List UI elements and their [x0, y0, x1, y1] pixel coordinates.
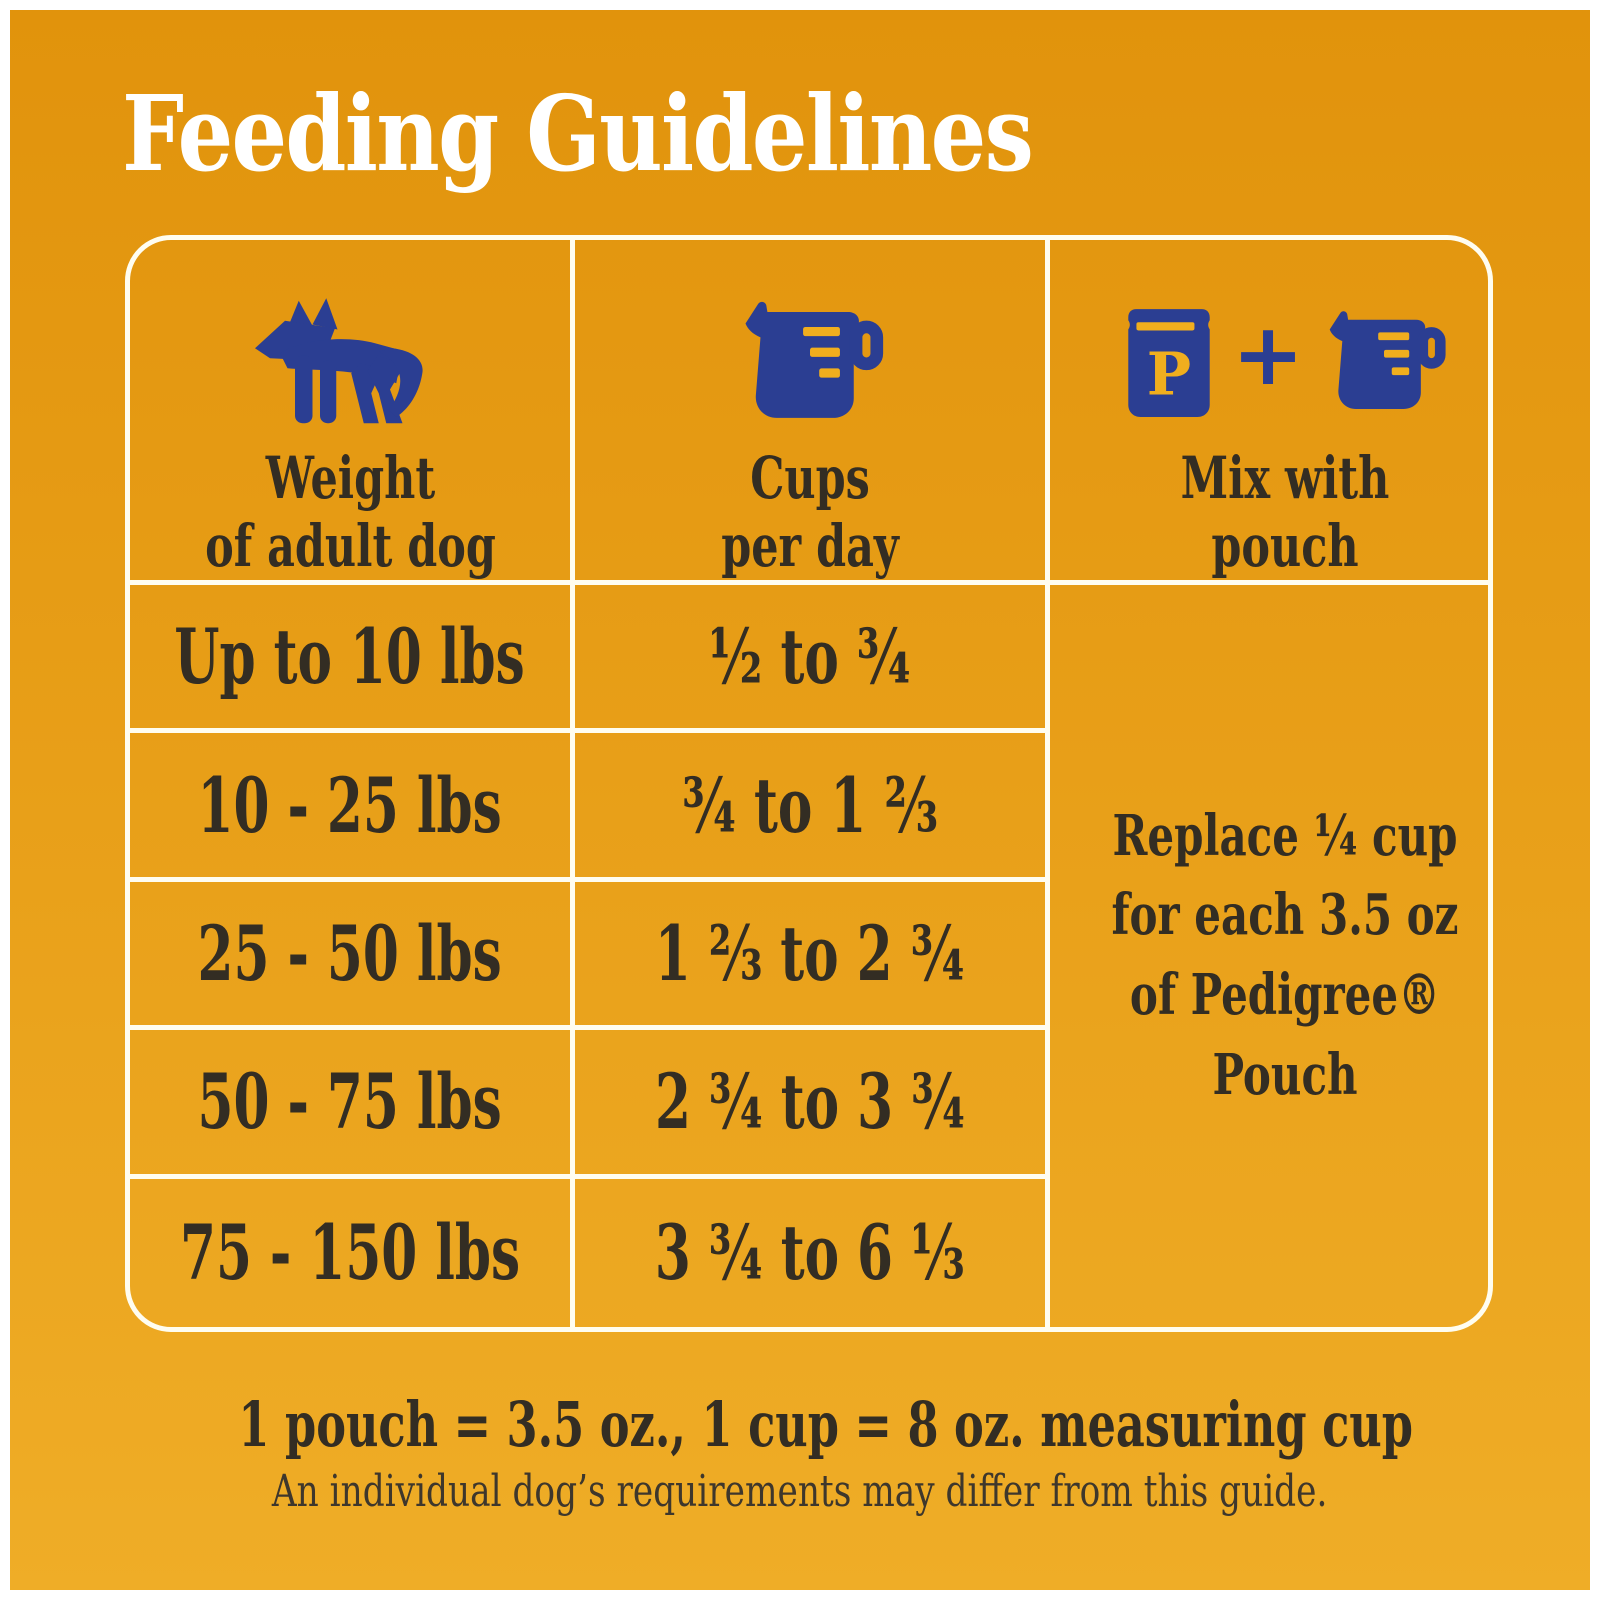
- pouch-icon: P: [1128, 308, 1210, 417]
- pouch-letter: P: [1147, 339, 1191, 408]
- plus-icon: +: [1231, 304, 1305, 405]
- page-title: Feeding Guidelines: [122, 72, 1034, 195]
- weight-cell: 25 - 50 lbs: [130, 881, 575, 1031]
- feeding-guidelines-panel: Feeding Guidelines: [10, 10, 1590, 1590]
- mix-icon-box: P +: [1122, 278, 1448, 445]
- weight-column-label: Weight of adult dog: [204, 444, 496, 580]
- measuring-cup-icon: [745, 302, 884, 419]
- weight-cell: Up to 10 lbs: [130, 585, 575, 734]
- cups-column-label: Cups per day: [721, 444, 899, 580]
- cups-icon-box: [734, 278, 886, 445]
- dog-icon: [255, 297, 423, 423]
- weight-cell: 75 - 150 lbs: [130, 1178, 575, 1327]
- header-cups-column: Cups per day: [575, 240, 1050, 585]
- mix-note-text: Replace ¼ cup for each 3.5 oz of Pedigre…: [1111, 802, 1459, 1108]
- weight-icon-box: [250, 278, 450, 445]
- pouch-cup-equivalence: 1 pouch = 3.5 oz., 1 cup = 8 oz. measuri…: [238, 1388, 1413, 1461]
- mix-column-label: Mix with pouch: [1180, 444, 1390, 580]
- feeding-table: Weight of adult dog Cups per day: [125, 235, 1493, 1332]
- cups-cell: ¾ to 1 ⅔: [575, 733, 1050, 882]
- mix-note-cell: Replace ¼ cup for each 3.5 oz of Pedigre…: [1050, 585, 1488, 1327]
- weight-cell: 10 - 25 lbs: [130, 733, 575, 882]
- header-weight-column: Weight of adult dog: [130, 240, 575, 585]
- cups-cell: 2 ¾ to 3 ¾: [575, 1030, 1050, 1179]
- cups-cell: ½ to ¾: [575, 585, 1050, 734]
- weight-cell: 50 - 75 lbs: [130, 1030, 575, 1179]
- cups-cell: 3 ¾ to 6 ⅓: [575, 1178, 1050, 1327]
- measuring-cup-icon: [1329, 311, 1446, 410]
- cups-cell: 1 ⅔ to 2 ¾: [575, 881, 1050, 1031]
- header-mix-column: P + Mix with pouch: [1050, 240, 1488, 585]
- disclaimer-note: An individual dog’s requirements may dif…: [272, 1466, 1328, 1517]
